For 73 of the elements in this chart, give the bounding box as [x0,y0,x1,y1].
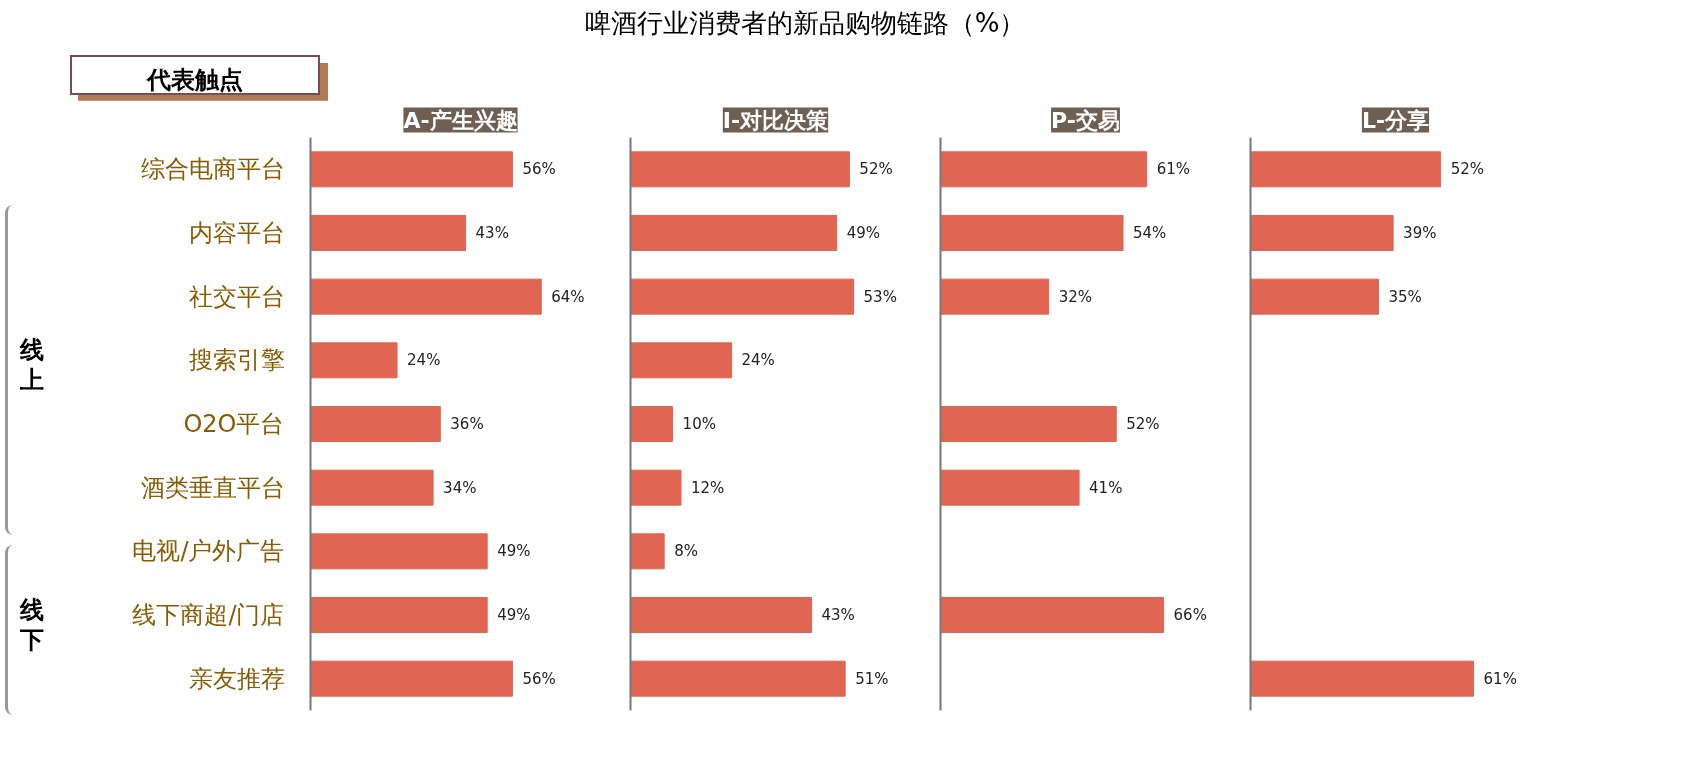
bar [310,342,398,379]
bar [1250,214,1394,252]
data-label: 49% [497,542,531,561]
bar [630,278,855,315]
data-label: 66% [1173,606,1207,624]
bar [940,214,1124,252]
bar [1250,151,1442,188]
data-label: 35% [1388,287,1422,306]
bar [630,596,812,634]
data-label: 52% [1126,415,1160,433]
data-label: 43% [821,606,855,624]
data-label: 56% [522,160,556,179]
bar [630,469,682,506]
y-tick-label: 搜索引擎 [188,346,285,375]
bar [630,533,665,570]
bar [940,405,1117,443]
data-label: 64% [551,287,585,306]
data-label: 32% [1058,287,1092,306]
bar [1250,660,1475,697]
bar [630,660,846,697]
y-tick-label: 电视/户外广告 [132,537,285,566]
text: 线下 [20,595,45,655]
data-label: 54% [1133,224,1167,242]
bar [630,342,733,379]
data-label: 24% [407,351,441,370]
bar [630,151,850,188]
text: 代表触点 [147,65,243,96]
data-label: 52% [859,160,893,179]
data-label: 51% [855,669,889,688]
data-label: 52% [1450,160,1485,179]
data-label: 41% [1089,478,1123,497]
chart-title: I-对比决策 [722,107,829,133]
bar [630,214,838,252]
data-label: 24% [741,351,775,370]
data-label: 53% [863,287,897,306]
data-label: 36% [450,415,484,433]
data-label: 8% [674,542,698,561]
text: 啤酒行业消费者的新品购物链路（%） [584,7,1026,40]
bar [940,278,1050,315]
y-tick-label: 酒类垂直平台 [140,473,285,502]
bar [630,405,674,443]
data-label: 49% [846,224,881,242]
bar [940,151,1148,188]
data-label: 34% [443,478,477,497]
chart-title: L-分享 [1361,107,1430,133]
bar [940,469,1080,506]
bar [940,596,1165,634]
y-tick-label: O2O平台 [183,410,285,438]
data-label: 61% [1156,160,1191,179]
data-label: 61% [1483,669,1517,688]
bar [310,278,542,315]
chart-title: A-产生兴趣 [403,107,518,133]
bar [310,469,434,506]
data-label: 12% [691,478,725,497]
text: 线上 [20,335,45,395]
bar [310,151,513,188]
data-label: 56% [522,669,556,688]
data-label: 10% [682,415,716,433]
y-tick-label: 内容平台 [188,219,285,247]
y-tick-label: 亲友推荐 [188,664,285,693]
bar [310,533,488,570]
y-tick-label: 社交平台 [188,282,285,311]
bar [310,405,441,443]
y-tick-label: 综合电商平台 [140,155,285,184]
y-tick-label: 线下商超/门店 [132,601,285,629]
bar [310,214,467,252]
data-label: 39% [1403,224,1437,242]
data-label: 49% [497,606,531,624]
bar [310,596,488,634]
bar [310,660,513,697]
chart-title: P-交易 [1051,107,1120,133]
bar [1250,278,1379,315]
data-label: 43% [475,224,509,242]
